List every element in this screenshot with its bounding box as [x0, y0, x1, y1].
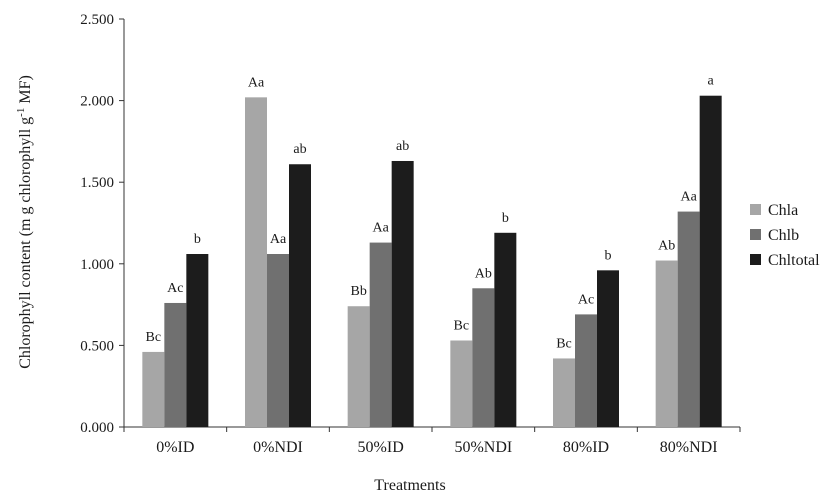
bar-data-label: Aa — [270, 232, 287, 247]
bar-chla — [142, 351, 165, 427]
bar-data-label: ab — [396, 139, 409, 154]
y-tick-label: 0.500 — [80, 338, 114, 354]
bar-chltotal — [494, 232, 517, 427]
bar-data-label: Aa — [373, 221, 390, 236]
x-tick-label: 50%NDI — [454, 439, 512, 456]
bar-data-label: Ab — [658, 239, 675, 254]
bar-chla — [553, 358, 575, 427]
bar-chla — [245, 97, 267, 427]
legend-swatch-chlb — [750, 229, 761, 240]
bar-chltotal — [597, 270, 619, 427]
y-tick-label: 2.000 — [80, 94, 114, 110]
bar-data-label: Aa — [681, 190, 698, 205]
bar-data-label: Bc — [454, 319, 470, 334]
bar-chltotal — [186, 254, 209, 427]
bar-chla — [450, 340, 473, 427]
y-axis: 0.000 0.500 1.000 1.500 2.000 2.500 — [80, 12, 125, 436]
bar-chlb — [677, 211, 700, 427]
bar-data-label: Aa — [248, 75, 265, 90]
x-tick-label: 80%ID — [563, 439, 609, 456]
legend-label-chlb: Chlb — [768, 227, 799, 244]
legend: Chla Chlb Chltotal — [750, 202, 820, 269]
x-axis: 0%ID 0%NDI 50%ID 50%NDI 80%ID 80%NDI — [123, 426, 741, 456]
y-tick-label: 2.500 — [80, 12, 114, 28]
y-axis-title: Chlorophyll content (m g chlorophyll g-1… — [15, 75, 34, 369]
x-tick-label: 0%NDI — [253, 439, 303, 456]
bar-data-label: b — [194, 232, 201, 247]
bar-chltotal — [699, 95, 722, 427]
x-axis-title: Treatments — [374, 477, 445, 494]
legend-swatch-chltotal — [750, 254, 761, 265]
bar-data-label: Ab — [475, 266, 492, 281]
bar-data-label: ab — [293, 142, 306, 157]
y-tick-label: 1.000 — [80, 257, 114, 273]
bar-data-label: Ac — [167, 281, 183, 296]
bar-data-label: Bc — [556, 336, 572, 351]
y-tick-label: 0.000 — [80, 420, 114, 436]
bar-chla — [655, 260, 678, 427]
bar-data-label: Bb — [350, 284, 366, 299]
legend-swatch-chla — [750, 204, 761, 215]
y-tick-label: 1.500 — [80, 175, 114, 191]
bar-data-label: b — [502, 211, 509, 226]
bar-data-label: Bc — [146, 330, 162, 345]
x-tick-label: 50%ID — [358, 439, 404, 456]
bar-chltotal — [289, 164, 311, 428]
bar-chlb — [267, 254, 289, 427]
bar-data-label: a — [708, 74, 715, 89]
bar-chlb — [164, 302, 187, 427]
bar-labels: Bc Aa Bb Bc Bc Ab Ac Aa Aa Ab Ac Aa b ab ab b b a — [146, 74, 715, 352]
bar-chlb — [575, 314, 597, 427]
x-tick-label: 80%NDI — [660, 439, 718, 456]
legend-label-chla: Chla — [768, 202, 798, 219]
bars — [142, 95, 722, 428]
bar-data-label: Ac — [578, 292, 594, 307]
x-tick-label: 0%ID — [156, 439, 194, 456]
bar-chla — [347, 306, 370, 427]
bar-chlb — [472, 288, 495, 427]
legend-label-chltotal: Chltotal — [768, 252, 820, 269]
bar-chltotal — [391, 160, 414, 427]
bar-chlb — [369, 242, 392, 427]
bar-data-label: b — [605, 248, 612, 263]
